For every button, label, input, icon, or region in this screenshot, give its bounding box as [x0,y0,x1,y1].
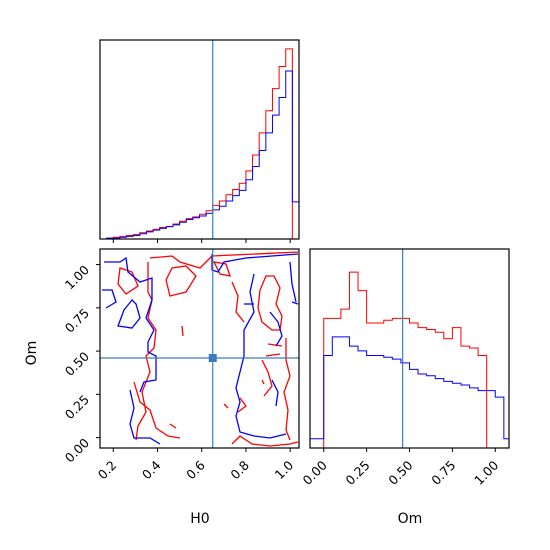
hist-om-tick-label-1: 0.25 [342,458,372,488]
contour-y-tick-label-1: 0.25 [62,392,92,422]
contour-blue-6 [269,311,283,347]
hist-h0-series-blue [100,70,300,240]
contour-blue-9 [291,301,299,305]
contour-red-2 [165,265,197,297]
contour-red-14 [265,353,281,357]
contour-x-tick-label-0: 0.2 [95,458,120,483]
contour-x-tick-label-3: 0.8 [227,457,252,482]
contour-red-11 [283,338,291,441]
contour-blue-10 [271,379,279,407]
hist-om-frame [309,248,510,449]
contour-lines [102,251,299,447]
contour-red-3 [117,267,139,295]
hist-om-tick-label-3: 0.75 [428,458,458,488]
contour-red-7 [231,281,245,323]
x-axis-label-h0: H0 [190,511,209,527]
contour-red-5 [231,435,299,447]
contour-red-16 [223,403,229,409]
contour-blue-7 [289,261,297,303]
contour-blue-2 [102,289,117,309]
labels: H0 Om Om [24,341,422,527]
contour-blue-3 [129,389,161,445]
hist-h0-series-red [100,48,299,240]
contour-blue-1 [117,299,141,329]
hist-om-panel: 0.00 0.25 0.50 0.75 1.00 [300,248,510,488]
contour-y-tick-label-3: 0.75 [62,305,92,335]
hist-om-tick-label-0: 0.00 [300,457,330,487]
contour-red-12 [181,325,184,337]
hist-om-tick-label-4: 1.00 [471,457,501,487]
contour-x-tick-label-4: 1.0 [272,457,297,482]
hist-om-tick-label-2: 0.50 [385,457,415,487]
truth-marker [208,354,217,363]
contour-frame [99,248,300,449]
contour-red-10 [133,381,181,439]
contour-blue-5 [235,273,287,439]
contour-y-tick-label-0: 0.00 [62,435,92,465]
contour-x-tick-label-1: 0.4 [139,457,164,482]
contour-x-tick-label-2: 0.6 [183,457,208,482]
hist-h0-panel [99,39,300,243]
contour-red-9 [237,397,247,413]
contour-red-8 [261,359,273,397]
hist-om-series-blue [309,336,510,448]
contour-red-0 [149,251,299,269]
contour-y-tick-label-2: 0.50 [62,349,92,379]
contour-panel: 0.2 0.4 0.6 0.8 1.0 0.00 0.25 0.50 0.75 1.00 [62,248,300,483]
hist-om-series-red [310,271,509,449]
y-axis-label-om: Om [24,341,40,366]
contour-red-13 [267,343,283,347]
contour-blue-0 [104,256,157,393]
contour-y-tick-label-4: 1.00 [62,262,92,292]
contour-red-15 [169,423,177,429]
contour-blue-4 [211,253,299,273]
hist-h0-frame [99,39,300,240]
x-axis-label-om: Om [398,511,423,527]
contour-red-1 [135,262,157,441]
contour-red-17 [261,379,265,385]
contour-red-4 [212,261,231,277]
